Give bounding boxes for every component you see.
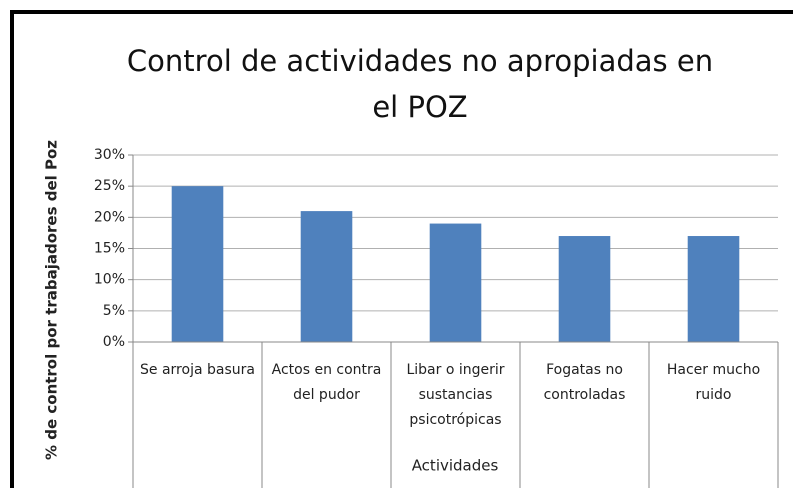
y-axis-title: % de control por trabajadores del Poz [43, 140, 61, 460]
x-axis-title: Actividades [412, 457, 499, 475]
x-tick-label: Hacer mucho ruido [666, 362, 761, 403]
bar [558, 236, 611, 342]
bar [687, 236, 740, 342]
x-tick-label: Libar o ingerir sustancias psicotrópicas [406, 362, 505, 428]
y-tick-label: 0% [103, 334, 125, 350]
chart-title: Control de actividades no apropiadas en … [126, 44, 714, 124]
x-tick-label: Se arroja basura [140, 362, 255, 378]
y-tick-label: 10% [94, 272, 125, 288]
x-tick-label: Fogatas no controladas [543, 362, 626, 403]
y-tick-label: 15% [94, 241, 125, 257]
y-tick-label: 5% [103, 303, 125, 319]
y-tick-label: 30% [94, 147, 125, 163]
y-tick-label: 20% [94, 209, 125, 225]
y-tick-label: 25% [94, 178, 125, 194]
x-tick-label: Actos en contra del pudor [271, 362, 382, 403]
bar [300, 211, 353, 342]
bar [171, 186, 224, 342]
frame [10, 10, 793, 488]
bar [429, 223, 482, 342]
